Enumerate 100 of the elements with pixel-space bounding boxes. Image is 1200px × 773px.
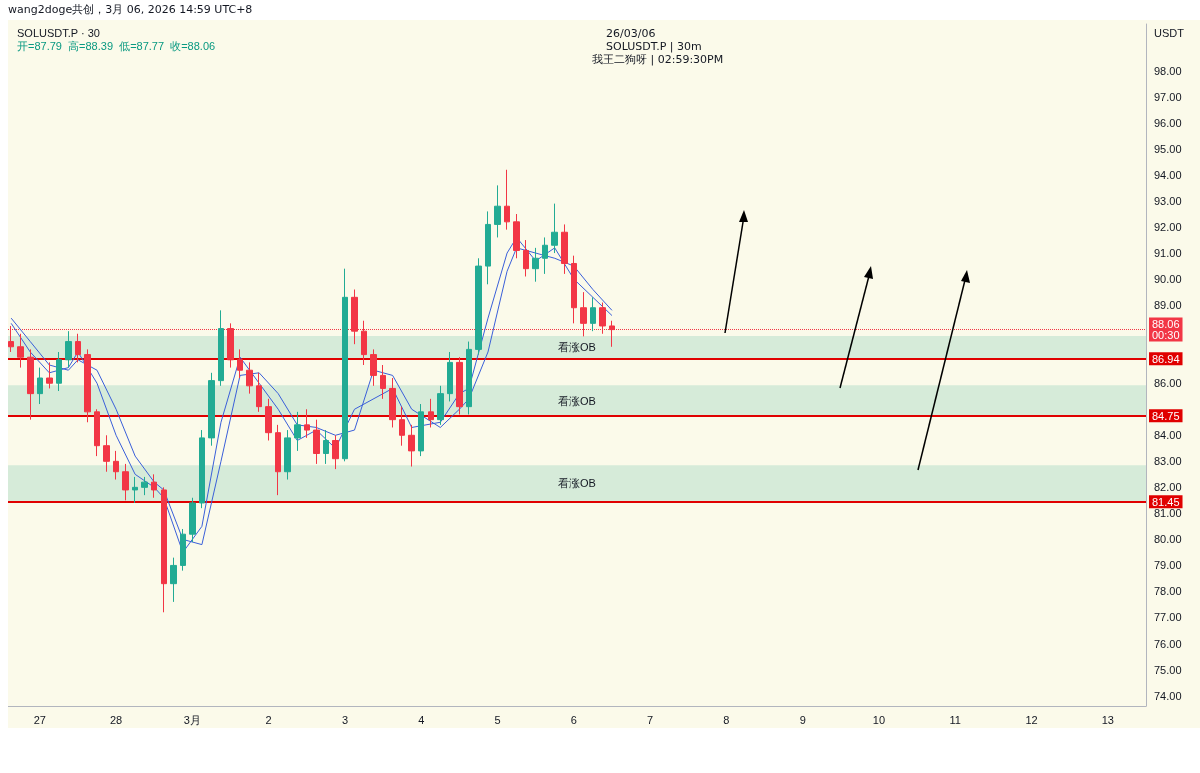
ref-line-label: 88.06 00:30 (1152, 318, 1180, 342)
candlestick (380, 364, 386, 400)
y-tick-label: 92.00 (1154, 221, 1182, 234)
y-tick-label: 98.00 (1154, 64, 1182, 77)
candlestick (180, 528, 186, 572)
candlestick (590, 296, 596, 332)
candlestick (189, 497, 196, 543)
candlestick (428, 398, 434, 428)
y-tick-label: 96.00 (1154, 116, 1182, 129)
candlestick (561, 223, 568, 275)
candlestick (399, 406, 405, 447)
candlestick (504, 169, 510, 231)
candlestick (437, 385, 444, 426)
y-tick-label: 93.00 (1154, 195, 1182, 208)
candlestick (208, 372, 215, 447)
text: 开=87.79 高=88.39 低=87.77 收=88.06 (17, 39, 216, 52)
candlestick (418, 403, 424, 457)
candlestick (265, 398, 272, 441)
y-tick-label: 95.00 (1154, 142, 1182, 155)
candlestick (17, 333, 24, 369)
annotation: SOLUSDT.P | 30m (606, 40, 702, 53)
x-tick-label: 3月 (183, 713, 201, 726)
ref-line-label: 84.75 (1152, 409, 1180, 422)
x-tick-label: 9 (799, 713, 806, 726)
x-tick-label: 2 (265, 713, 272, 726)
candlestick (103, 434, 110, 473)
annotation: 26/03/06 (606, 27, 656, 40)
candlestick (332, 434, 339, 470)
x-tick-label: 6 (570, 713, 577, 726)
candlestick (84, 348, 91, 423)
y-tick-label: 86.00 (1154, 377, 1182, 390)
candlestick (161, 486, 167, 613)
candlestick (408, 424, 415, 468)
candlestick (494, 184, 501, 238)
band-label: 看涨OB (558, 477, 596, 490)
candlestick (466, 341, 472, 415)
candlestick (389, 377, 396, 428)
candlestick (218, 309, 224, 387)
candlestick (94, 408, 100, 457)
x-tick-label: 4 (418, 713, 425, 726)
chart-title: SOLUSDT.P · 30 (17, 26, 100, 39)
candlestick (485, 210, 491, 285)
y-tick-label: 97.00 (1154, 90, 1182, 103)
y-tick-label: 94.00 (1154, 168, 1182, 181)
y-tick-label: 84.00 (1154, 429, 1182, 442)
candlestick (323, 429, 329, 465)
candlestick (56, 351, 62, 392)
x-tick-label: 28 (109, 713, 123, 726)
candlestick (447, 351, 453, 402)
candlestick (342, 268, 348, 462)
candlestick (571, 255, 577, 324)
candlestick (141, 476, 148, 496)
ref-line-label: 81.45 (1152, 495, 1180, 508)
band-label: 看涨OB (558, 394, 596, 407)
y-tick-label: 75.00 (1154, 663, 1182, 676)
candlestick (132, 476, 138, 504)
band-label: 看涨OB (558, 341, 596, 354)
y-tick-label: 81.00 (1154, 507, 1182, 520)
text: wang2doge共创，3月 06, 2026 14:59 UTC+8 (8, 2, 253, 17)
x-tick-label: 13 (1101, 713, 1114, 726)
candlestick (151, 473, 157, 499)
y-axis-title: USDT (1154, 26, 1185, 39)
y-tick-label: 76.00 (1154, 637, 1182, 650)
candlestick (551, 203, 558, 254)
candlestick (513, 213, 520, 259)
x-tick-label: 27 (33, 713, 46, 726)
candlestick (199, 429, 205, 509)
candlestick (294, 411, 301, 452)
x-tick-label: 3 (341, 713, 349, 726)
x-tick-label: 11 (949, 713, 961, 726)
candlestick (46, 361, 53, 389)
candlestick (65, 330, 72, 369)
ref-line-label: 86.94 (1152, 352, 1180, 365)
candlestick (532, 247, 539, 283)
x-tick-label: 7 (647, 713, 654, 726)
candlestick (27, 348, 34, 421)
y-tick-label: 82.00 (1154, 481, 1182, 494)
y-tick-label: 89.00 (1154, 299, 1182, 312)
x-tick-label: 12 (1025, 713, 1038, 726)
candlestick (246, 361, 253, 395)
candlestick (475, 257, 482, 356)
candlestick (304, 408, 310, 439)
y-tick-label: 80.00 (1154, 533, 1182, 546)
y-tick-label: 74.00 (1154, 689, 1182, 702)
y-tick-label: 90.00 (1154, 273, 1182, 286)
candlestick (237, 348, 243, 379)
y-tick-label: 77.00 (1154, 611, 1182, 624)
x-tick-label: 10 (872, 713, 886, 726)
y-tick-label: 79.00 (1154, 559, 1182, 572)
candlestick (284, 429, 291, 481)
y-tick-label: 78.00 (1154, 585, 1182, 598)
candlestick (122, 463, 129, 501)
y-tick-label: 91.00 (1154, 247, 1182, 260)
annotation: 我王二狗呀 | 02:59:30PM (592, 53, 724, 66)
candlestick (370, 348, 377, 387)
candlestick (313, 419, 320, 465)
candlestick (75, 333, 81, 363)
candlestick (542, 236, 548, 275)
candlestick (523, 239, 529, 277)
candlestick (275, 424, 281, 496)
